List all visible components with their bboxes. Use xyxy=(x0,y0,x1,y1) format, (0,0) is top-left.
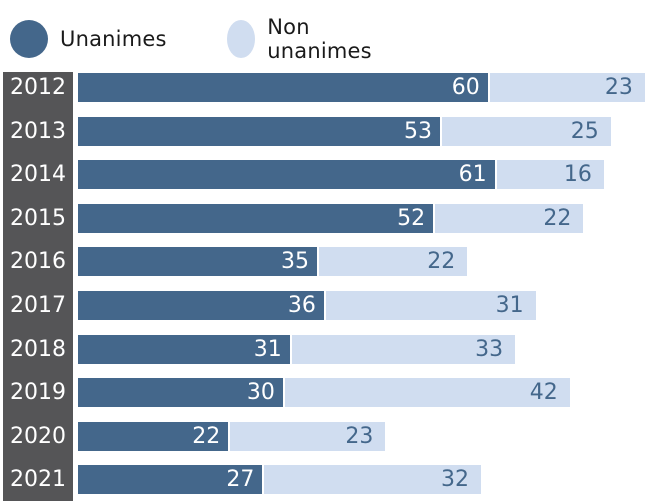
legend-item-non-unanimes[interactable]: Non unanimes xyxy=(227,15,382,63)
bar-unanimes[interactable]: 36 xyxy=(78,291,324,320)
bar-unanimes[interactable]: 35 xyxy=(78,247,318,277)
legend-item-unanimes[interactable]: Unanimes xyxy=(10,19,167,59)
bar-unanimes[interactable]: 31 xyxy=(78,334,290,364)
bar-non-unanimes[interactable]: 32 xyxy=(262,465,481,495)
legend-label: Non unanimes xyxy=(267,15,372,63)
bar-non-unanimes[interactable]: 42 xyxy=(282,378,570,408)
year-axis-strip xyxy=(3,72,73,501)
bar-non-unanimes[interactable]: 25 xyxy=(439,116,611,146)
legend-label: Unanimes xyxy=(60,27,167,51)
unanimes-swatch-icon xyxy=(10,20,48,58)
bar-non-unanimes[interactable]: 33 xyxy=(289,334,516,364)
year-label: 2019 xyxy=(10,380,66,406)
bar-unanimes[interactable]: 53 xyxy=(78,116,440,146)
bar-non-unanimes[interactable]: 23 xyxy=(487,73,645,102)
year-label: 2012 xyxy=(10,75,66,100)
year-label: 2014 xyxy=(10,162,66,188)
table-row: 2019 30 42 xyxy=(0,378,651,408)
table-row: 2012 60 23 xyxy=(0,73,651,103)
year-label: 2013 xyxy=(10,118,66,144)
year-label: 2017 xyxy=(10,293,66,318)
table-row: 2014 61 16 xyxy=(0,160,651,190)
bar-non-unanimes[interactable]: 22 xyxy=(317,247,468,277)
bar-unanimes[interactable]: 52 xyxy=(78,203,434,233)
year-label: 2021 xyxy=(10,467,66,493)
table-row: 2017 36 31 xyxy=(0,291,651,321)
bar-unanimes[interactable]: 27 xyxy=(78,465,263,495)
year-label: 2020 xyxy=(10,423,66,449)
table-row: 2013 53 25 xyxy=(0,116,651,147)
table-row: 2021 27 32 xyxy=(0,465,651,495)
year-label: 2015 xyxy=(10,205,66,231)
year-label: 2016 xyxy=(10,249,66,275)
bar-unanimes[interactable]: 61 xyxy=(78,160,495,190)
non-unanimes-swatch-icon xyxy=(227,20,256,58)
bar-unanimes[interactable]: 60 xyxy=(78,73,488,102)
table-row: 2018 31 33 xyxy=(0,334,651,365)
bar-non-unanimes[interactable]: 23 xyxy=(228,421,386,451)
table-row: 2016 35 22 xyxy=(0,247,651,277)
table-row: 2020 22 23 xyxy=(0,421,651,452)
table-row: 2015 52 22 xyxy=(0,203,651,234)
bar-non-unanimes[interactable]: 31 xyxy=(323,291,536,320)
bar-unanimes[interactable]: 30 xyxy=(78,378,283,408)
bar-non-unanimes[interactable]: 22 xyxy=(433,203,584,233)
bar-non-unanimes[interactable]: 16 xyxy=(494,160,604,190)
year-label: 2018 xyxy=(10,336,66,362)
bar-unanimes[interactable]: 22 xyxy=(78,421,229,451)
